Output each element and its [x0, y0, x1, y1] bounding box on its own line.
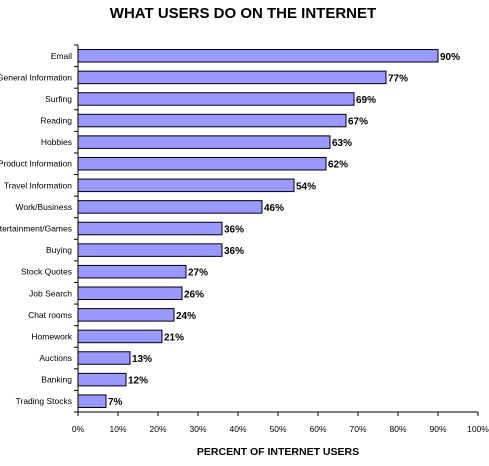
- x-tick-label: 80%: [389, 424, 406, 434]
- bar: [77, 156, 327, 171]
- bar: [77, 372, 127, 387]
- x-tick-label: 100%: [467, 424, 489, 434]
- category-label: Product Information: [0, 159, 72, 169]
- category-label: Trading Stocks: [16, 396, 72, 406]
- bar: [77, 308, 175, 322]
- bar: [77, 264, 187, 279]
- axis-layer: Email General Information Surfing Reading Ho…: [0, 44, 489, 434]
- category-label: Email: [51, 51, 72, 61]
- category-label: Buying: [46, 245, 72, 255]
- category-label: Surfing: [45, 94, 72, 104]
- value-label: 21%: [164, 332, 184, 343]
- x-tick-label: 50%: [269, 424, 286, 434]
- x-tick-label: 90%: [429, 424, 446, 434]
- value-label: 36%: [224, 225, 244, 236]
- category-label: General Information: [0, 72, 72, 82]
- bar: [77, 221, 223, 236]
- value-label: 46%: [264, 203, 284, 214]
- x-tick-label: 10%: [109, 424, 126, 434]
- category-label: Chat rooms: [28, 310, 72, 320]
- value-label: 63%: [332, 138, 352, 149]
- category-label: Banking: [41, 375, 72, 385]
- x-tick-label: 20%: [149, 424, 166, 434]
- category-label: Job Search: [29, 288, 72, 298]
- x-tick-label: 0%: [72, 424, 85, 434]
- x-tick-label: 40%: [229, 424, 246, 434]
- value-label: 24%: [176, 311, 196, 322]
- chart-title: WHAT USERS DO ON THE INTERNET: [110, 5, 376, 22]
- value-label: 54%: [296, 181, 316, 192]
- value-label: 7%: [108, 397, 123, 408]
- category-label: Work/Business: [15, 202, 72, 212]
- value-label: 67%: [348, 117, 368, 128]
- value-label: 36%: [224, 246, 244, 257]
- bars-layer: 90% 77% 69% 67% 63% 62% 54% 46% 36% 36% 27% 26% 24% 2…: [77, 49, 460, 408]
- x-tick-label: 70%: [349, 424, 366, 434]
- bar: [77, 286, 183, 301]
- bar: [77, 394, 107, 408]
- bar: [77, 70, 387, 85]
- bar: [77, 243, 223, 257]
- bar: [77, 113, 347, 128]
- bar: [77, 351, 131, 365]
- value-label: 77%: [388, 73, 408, 84]
- category-label: Auctions: [39, 353, 72, 363]
- value-label: 69%: [356, 95, 376, 106]
- bar: [77, 135, 331, 149]
- value-label: 62%: [328, 160, 348, 171]
- category-label: Hobbies: [41, 137, 72, 147]
- bar: [77, 49, 439, 63]
- value-label: 26%: [184, 289, 204, 300]
- category-label: Entertainment/Games: [0, 224, 72, 234]
- category-label: Stock Quotes: [21, 267, 72, 277]
- bar: [77, 329, 163, 344]
- value-label: 90%: [440, 52, 460, 63]
- bar: [77, 178, 295, 193]
- x-axis-title: PERCENT OF INTERNET USERS: [197, 446, 359, 458]
- category-label: Homework: [31, 331, 72, 341]
- bar: [77, 92, 355, 106]
- value-label: 13%: [132, 354, 152, 365]
- value-label: 27%: [188, 268, 208, 279]
- bar: [77, 200, 263, 214]
- x-tick-label: 60%: [309, 424, 326, 434]
- value-label: 12%: [128, 376, 148, 387]
- category-label: Travel Information: [4, 180, 72, 190]
- x-tick-label: 30%: [189, 424, 206, 434]
- category-label: Reading: [40, 116, 72, 126]
